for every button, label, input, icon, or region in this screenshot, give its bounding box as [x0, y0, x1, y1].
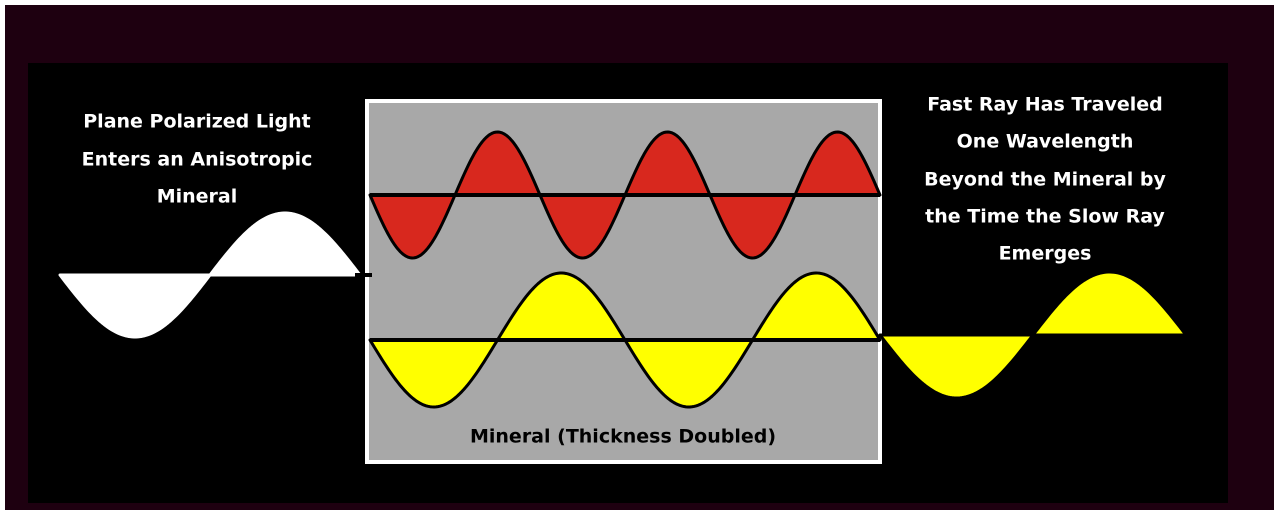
- left-label-line: Mineral: [157, 186, 238, 208]
- right-label-line: Fast Ray Has Traveled: [927, 94, 1163, 116]
- left-label-line: Enters an Anisotropic: [82, 149, 313, 171]
- left-label-line: Plane Polarized Light: [83, 111, 310, 133]
- page: {"left_label": {"lines": ["Plane Polariz…: [0, 0, 1279, 515]
- right-label-line: the Time the Slow Ray: [925, 206, 1165, 228]
- right-label-line: One Wavelength: [957, 131, 1134, 153]
- mineral-label: Mineral (Thickness Doubled): [470, 426, 776, 448]
- right-label-line: Beyond the Mineral by: [924, 169, 1166, 191]
- diagram: Plane Polarized Light Enters an Anisotro…: [0, 0, 1279, 515]
- right-label-line: Emerges: [999, 243, 1092, 265]
